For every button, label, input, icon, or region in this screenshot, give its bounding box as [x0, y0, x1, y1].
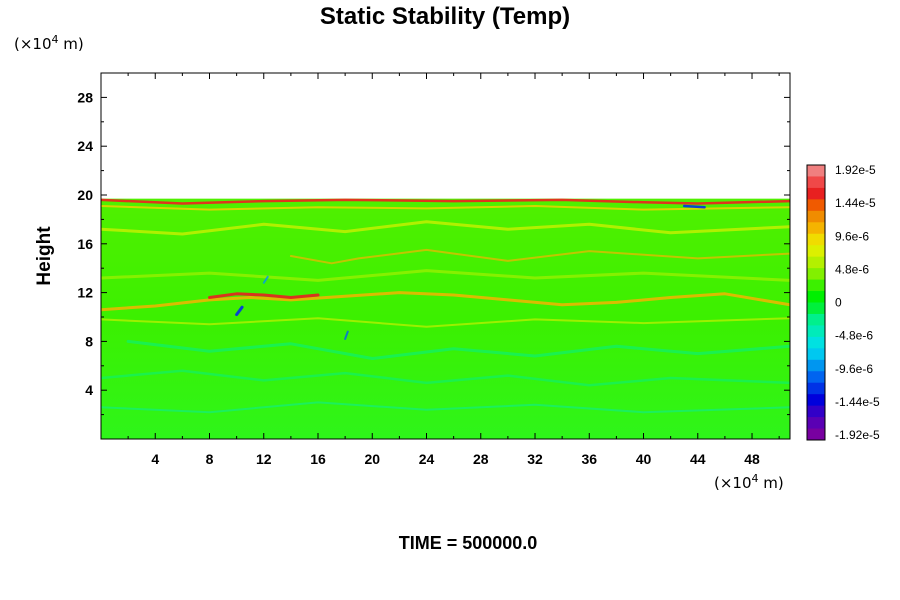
colorbar-swatch — [807, 382, 825, 395]
y-tick-label: 20 — [77, 187, 93, 203]
x-tick-label: 40 — [636, 451, 652, 467]
colorbar-label: 9.6e-6 — [835, 229, 869, 243]
wave-band — [101, 269, 790, 282]
colorbar-labels: 1.92e-5 1.44e-5 9.6e-6 4.8e-6 0 -4.8e-6 -9.6e-… — [835, 163, 880, 442]
x-tick-label: 44 — [690, 451, 706, 467]
colorbar-swatch — [807, 187, 825, 200]
y-unit-label: (×104 m) — [14, 33, 84, 53]
x-tick-label: 8 — [206, 451, 214, 467]
colorbar-swatch — [807, 313, 825, 326]
cool-band — [101, 369, 790, 387]
colorbar-swatch — [807, 394, 825, 407]
top-band — [101, 198, 790, 205]
time-label: TIME = 500000.0 — [399, 533, 538, 553]
colorbar-swatch — [807, 279, 825, 292]
colorbar-swatch — [807, 428, 825, 441]
colorbar-swatch — [807, 348, 825, 361]
colorbar-label: -9.6e-6 — [835, 362, 873, 376]
colorbar-swatch — [807, 222, 825, 235]
colorbar — [806, 164, 826, 441]
x-tick-label: 4 — [151, 451, 159, 467]
y-tick-label: 12 — [77, 285, 93, 301]
y-tick-label: 8 — [85, 333, 93, 349]
cool-band — [126, 339, 790, 360]
top-band-secondary — [101, 205, 790, 211]
colorbar-swatch — [807, 291, 825, 303]
wave-band — [101, 220, 790, 236]
colorbar-frame — [806, 164, 826, 441]
colorbar-swatch — [807, 417, 825, 430]
x-tick-label: 32 — [527, 451, 543, 467]
x-tick-label: 28 — [473, 451, 489, 467]
wave-band — [101, 317, 790, 328]
main-band — [101, 291, 790, 312]
cold-spot — [344, 330, 349, 340]
main-band-core — [208, 292, 320, 299]
colorbar-label: 4.8e-6 — [835, 262, 869, 276]
colorbar-label: 1.92e-5 — [835, 163, 876, 177]
cold-spot — [262, 275, 269, 284]
colorbar-swatch — [807, 210, 825, 223]
colorbar-swatch — [807, 245, 825, 258]
x-tick-label: 48 — [744, 451, 760, 467]
wave-band — [289, 248, 790, 265]
chart-title: Static Stability (Temp) — [320, 3, 570, 30]
colorbar-swatch — [807, 325, 825, 338]
colorbar-swatch — [807, 359, 825, 372]
x-tick-label: 12 — [256, 451, 272, 467]
field-background — [101, 198, 790, 439]
x-tick-label: 16 — [310, 451, 326, 467]
colorbar-swatch — [807, 165, 825, 177]
colorbar-label: -1.92e-5 — [835, 428, 880, 442]
x-tick-label: 24 — [419, 451, 435, 467]
cold-spot — [682, 204, 706, 209]
colorbar-swatch — [807, 336, 825, 349]
x-tick-label: 36 — [581, 451, 597, 467]
colorbar-label: 0 — [835, 296, 842, 310]
cool-band — [101, 401, 790, 414]
y-tick-label: 24 — [77, 138, 93, 154]
x-axis: 4 8 12 16 20 24 28 32 36 40 44 48 — [127, 73, 780, 467]
y-tick-label: 28 — [77, 89, 93, 105]
colorbar-swatch — [807, 176, 825, 189]
colorbar-swatch — [807, 268, 825, 281]
x-tick-label: 20 — [364, 451, 380, 467]
plot-frame — [100, 72, 791, 440]
x-unit-label: (×104 m) — [714, 472, 784, 492]
y-tick-label: 16 — [77, 236, 93, 252]
colorbar-swatch — [807, 302, 825, 315]
cold-spot — [235, 305, 244, 317]
y-tick-label: 4 — [85, 382, 93, 398]
colorbar-label: -4.8e-6 — [835, 329, 873, 343]
colorbar-swatch — [807, 199, 825, 212]
y-axis-label: Height — [34, 226, 55, 286]
colorbar-swatch — [807, 371, 825, 384]
colorbar-swatch — [807, 256, 825, 269]
heatmap-field — [101, 198, 790, 439]
colorbar-label: 1.44e-5 — [835, 196, 876, 210]
y-axis: 4 8 12 16 20 24 28 — [77, 89, 790, 416]
colorbar-swatch — [807, 405, 825, 418]
colorbar-label: -1.44e-5 — [835, 395, 880, 409]
colorbar-swatch — [807, 233, 825, 246]
